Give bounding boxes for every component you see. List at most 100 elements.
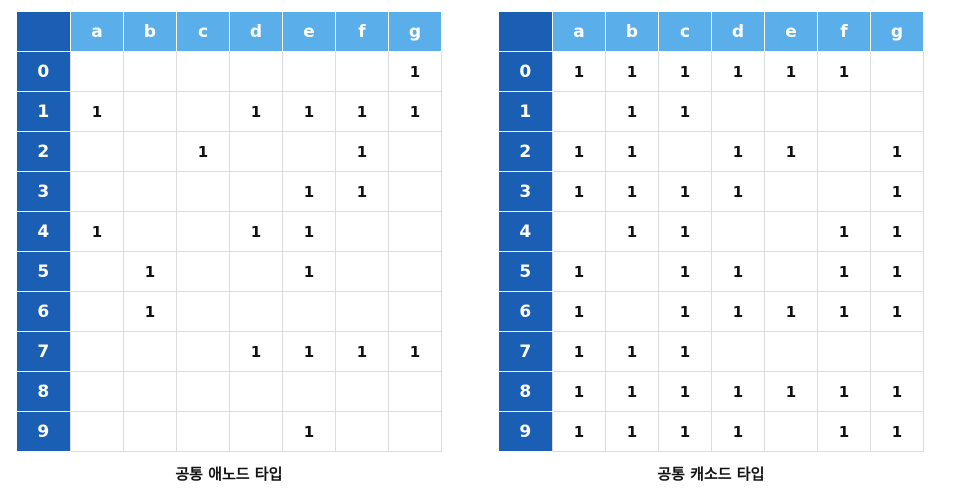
row-header-2: 2 [498,131,553,172]
segment-cell: 1 [335,91,389,132]
segment-cell [70,331,124,372]
segment-cell: 1 [711,171,765,212]
segment-cell: 1 [605,51,659,92]
row-header-5: 5 [16,251,71,292]
segment-cell [388,251,442,292]
segment-cell: 1 [658,171,712,212]
segment-cell [817,131,871,172]
segment-cell: 1 [870,291,924,332]
segment-cell: 1 [817,251,871,292]
segment-cell [70,131,124,172]
segment-cell [711,331,765,372]
segment-cell [605,251,659,292]
column-header-e: e [282,11,336,52]
segment-cell: 1 [817,371,871,412]
segment-cell: 1 [711,251,765,292]
segment-cell [176,371,230,412]
segment-cell: 1 [229,211,283,252]
segment-cell [764,251,818,292]
segment-cell [764,171,818,212]
row-header-3: 3 [16,171,71,212]
segment-cell [870,331,924,372]
row-header-4: 4 [16,211,71,252]
segment-cell: 1 [70,211,124,252]
segment-cell: 1 [282,91,336,132]
row-header-6: 6 [498,291,553,332]
segment-cell [658,131,712,172]
row-header-0: 0 [498,51,553,92]
segment-cell: 1 [552,291,606,332]
segment-cell: 1 [658,211,712,252]
segment-cell [552,91,606,132]
column-header-f: f [817,11,871,52]
column-header-f: f [335,11,389,52]
row-header-7: 7 [498,331,553,372]
segment-cell [817,331,871,372]
corner-cell [16,11,71,52]
row-header-8: 8 [498,371,553,412]
segment-cell: 1 [658,371,712,412]
segment-cell [764,91,818,132]
segment-cell: 1 [870,211,924,252]
segment-cell [123,411,177,452]
segment-cell: 1 [282,211,336,252]
segment-cell [870,91,924,132]
segment-cell: 1 [229,331,283,372]
segment-cell [388,291,442,332]
segment-cell [176,51,230,92]
segment-cell: 1 [552,131,606,172]
row-header-6: 6 [16,291,71,332]
segment-cell [870,51,924,92]
row-header-3: 3 [498,171,553,212]
segment-cell [817,171,871,212]
segment-cell [229,411,283,452]
segment-cell: 1 [870,411,924,452]
segment-cell [711,91,765,132]
segment-cell: 1 [70,91,124,132]
segment-cell: 1 [552,411,606,452]
row-header-4: 4 [498,211,553,252]
segment-cell: 1 [711,291,765,332]
segment-cell: 1 [552,51,606,92]
segment-cell: 1 [870,251,924,292]
segment-cell [70,371,124,412]
segment-cell: 1 [870,371,924,412]
segment-cell: 1 [764,291,818,332]
segment-cell [70,411,124,452]
segment-cell [123,331,177,372]
segment-cell [176,91,230,132]
column-header-g: g [388,11,442,52]
segment-cell: 1 [711,131,765,172]
row-header-1: 1 [498,91,553,132]
segment-cell: 1 [123,251,177,292]
segment-cell [335,371,389,412]
row-header-9: 9 [498,411,553,452]
segment-cell: 1 [658,411,712,452]
column-header-b: b [605,11,659,52]
segment-cell: 1 [817,211,871,252]
segment-cell: 1 [658,291,712,332]
segment-cell [335,251,389,292]
column-header-g: g [870,11,924,52]
row-header-7: 7 [16,331,71,372]
segment-cell [123,91,177,132]
column-header-a: a [70,11,124,52]
segment-cell [388,211,442,252]
segment-cell [388,171,442,212]
segment-cell [229,131,283,172]
